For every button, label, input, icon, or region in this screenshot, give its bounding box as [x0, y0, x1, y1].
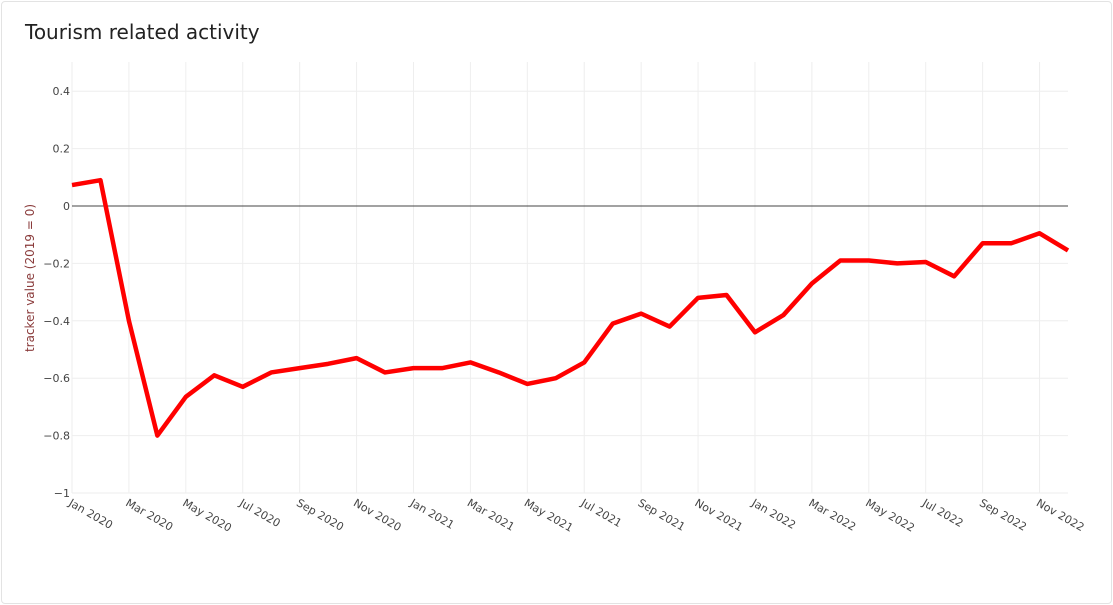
y-axis-label: tracker value (2019 = 0) [23, 204, 37, 352]
x-tick-label: Jan 2022 [749, 496, 798, 532]
x-tick-label: Jul 2022 [919, 496, 965, 530]
x-tick-label: Sep 2022 [977, 496, 1029, 533]
y-tick-label: −0.8 [43, 430, 70, 443]
x-tick-label: Mar 2021 [465, 496, 517, 533]
x-tick-label: May 2022 [863, 496, 916, 534]
y-tick-label: −0.2 [43, 257, 70, 270]
x-tick-label: May 2020 [180, 496, 233, 534]
x-tick-label: Jul 2020 [236, 496, 282, 530]
x-tick-label: Sep 2021 [636, 496, 688, 533]
y-tick-label: 0.4 [53, 85, 71, 98]
x-tick-label: Jan 2020 [66, 496, 115, 532]
y-tick-label: 0 [63, 200, 70, 213]
x-tick-label: Nov 2021 [693, 496, 745, 534]
x-tick-label: May 2021 [522, 496, 575, 534]
x-tick-label: Sep 2020 [294, 496, 346, 533]
x-tick-label: Mar 2022 [806, 496, 858, 533]
y-tick-label: −0.4 [43, 315, 70, 328]
series-line [71, 177, 1070, 438]
x-tick-label: Jul 2021 [578, 496, 624, 530]
x-tick-label: Nov 2020 [351, 496, 403, 534]
x-tick-label: Nov 2022 [1034, 496, 1086, 534]
y-tick-label: −0.6 [43, 372, 70, 385]
x-tick-label: Jan 2021 [407, 496, 456, 532]
chart-title: Tourism related activity [25, 20, 260, 44]
x-tick-label: Mar 2020 [123, 496, 175, 533]
y-tick-label: 0.2 [53, 143, 71, 156]
y-tick-label: −1 [54, 487, 70, 500]
